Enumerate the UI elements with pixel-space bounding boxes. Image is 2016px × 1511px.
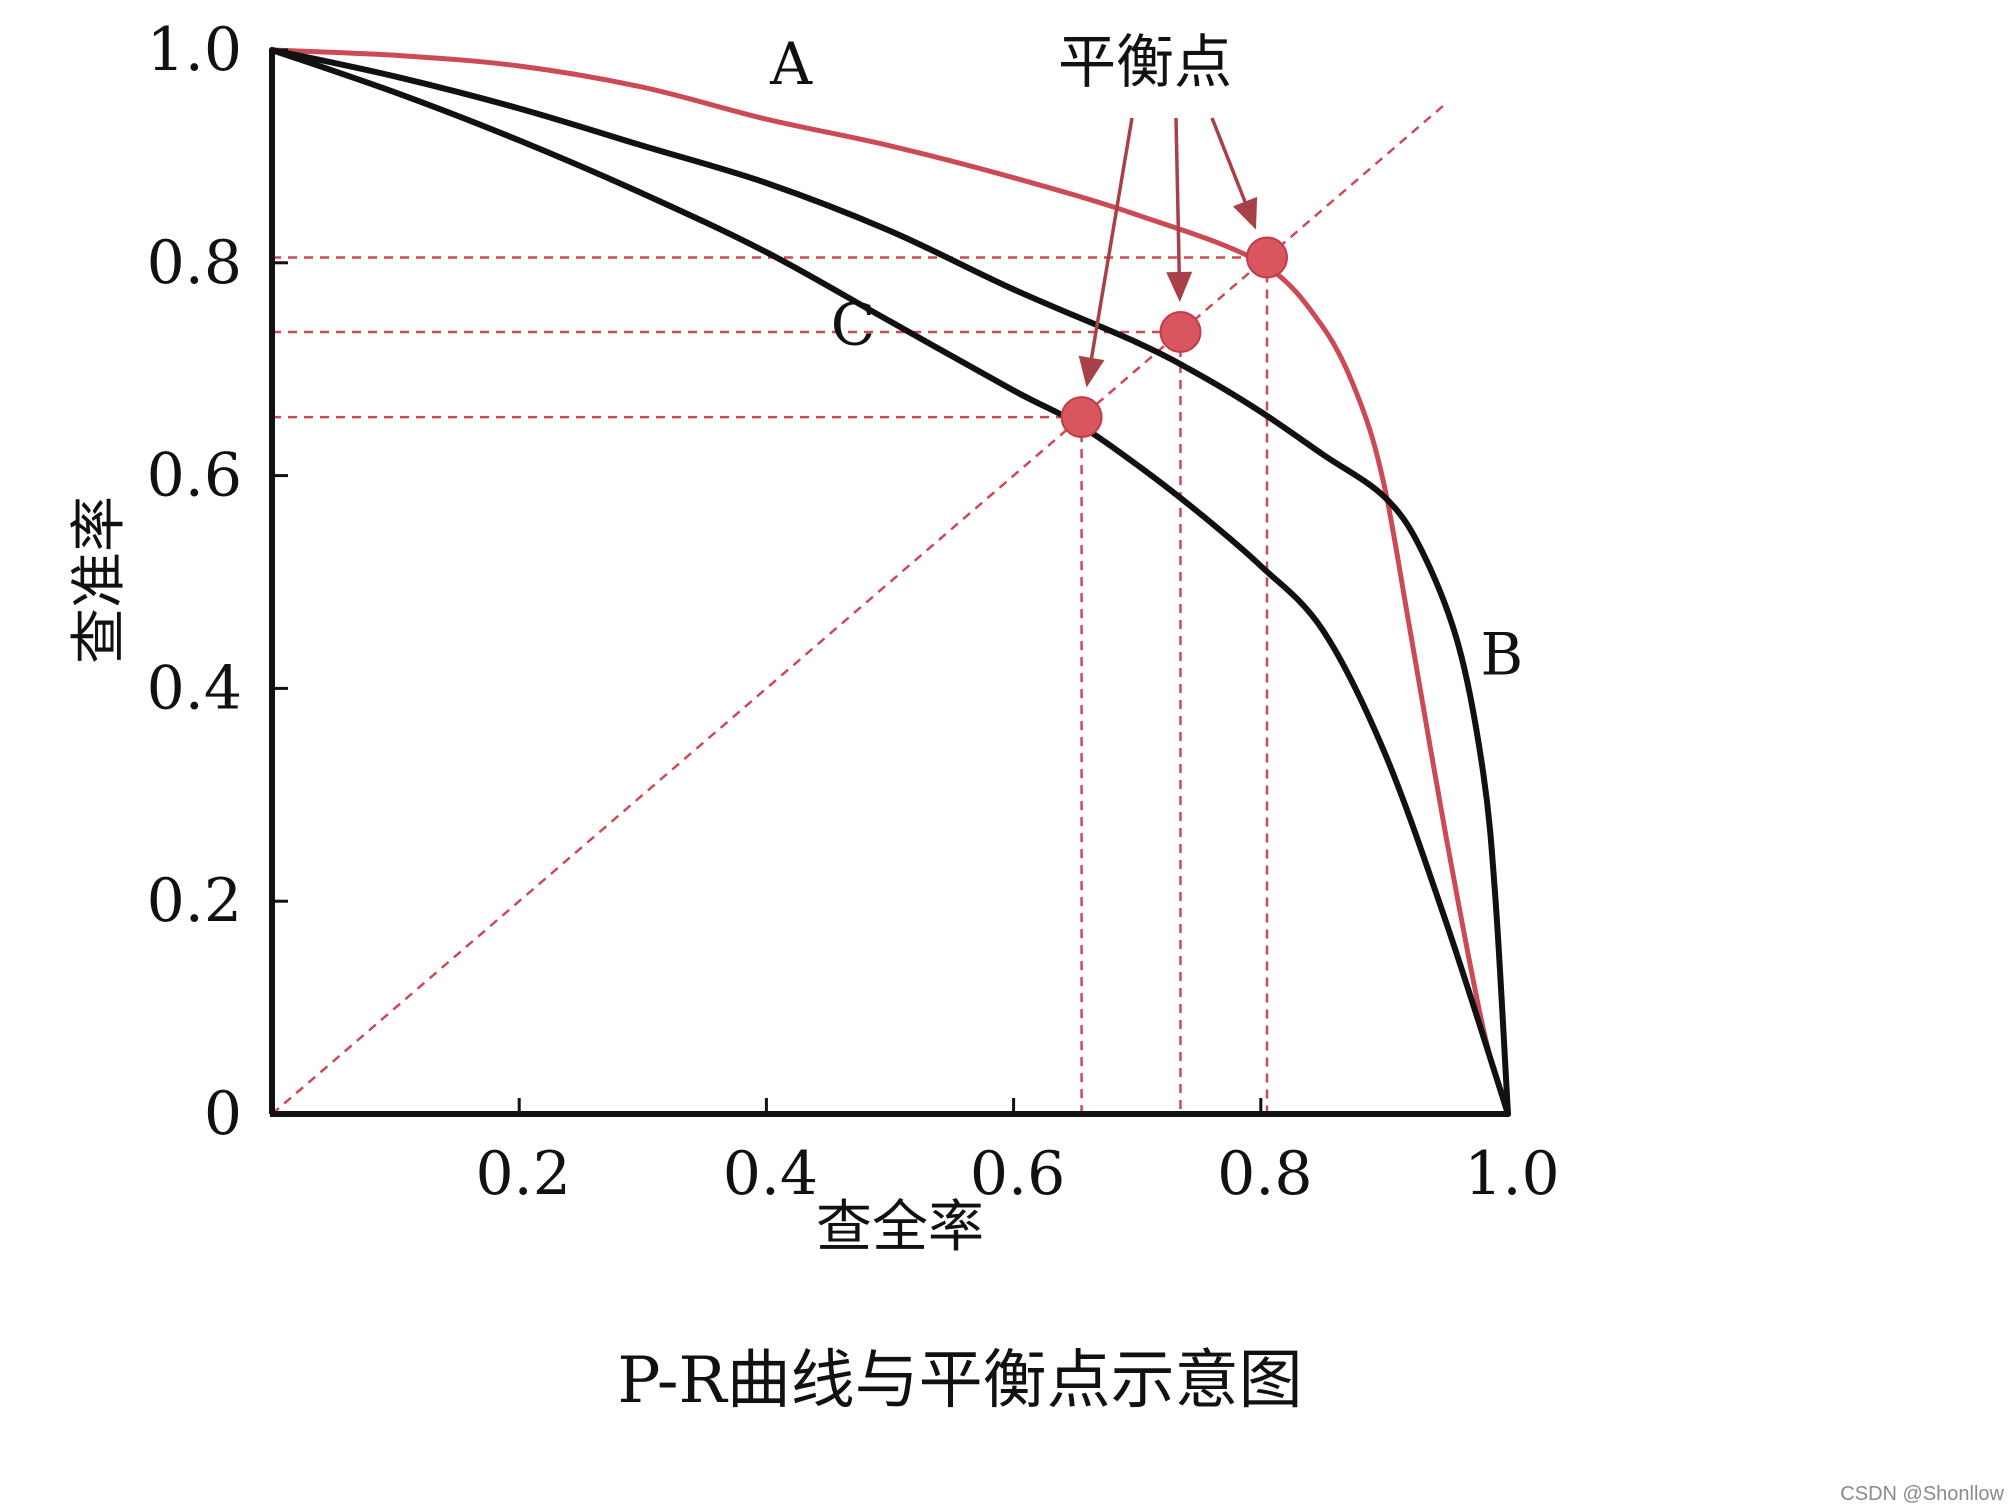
y-axis-title: 查准率 [67, 496, 132, 664]
figure-title: P-R曲线与平衡点示意图 [617, 1344, 1302, 1418]
arrow-head-b [1166, 271, 1193, 302]
labels-layer: 查全率 查准率 平衡点 P-R曲线与平衡点示意图 CSDN @Shonllow … [67, 28, 2005, 1505]
x-tick-label: 0.6 [970, 1139, 1065, 1209]
curve-a [269, 47, 1511, 1117]
arrow-head-c [1078, 355, 1105, 388]
y-tick-label: 0.2 [147, 866, 242, 936]
watermark: CSDN @Shonllow [1840, 1483, 2004, 1505]
axes-layer [269, 50, 1508, 1117]
x-tick-label: 0.8 [1217, 1139, 1312, 1209]
arrow-head-a [1232, 196, 1258, 230]
break-even-annotation-label: 平衡点 [1058, 28, 1232, 96]
y-tick-label: 0 [204, 1079, 242, 1149]
x-tick-label: 0.2 [475, 1139, 570, 1209]
arrow-line-b [1174, 117, 1182, 295]
y-tick-label: 0.6 [147, 441, 242, 511]
x-tick-label: 0.4 [723, 1139, 818, 1209]
curve-label-a: A [769, 30, 813, 98]
break-even-point-b [1159, 310, 1202, 353]
y-tick-label: 1.0 [147, 15, 242, 85]
curve-label-c: C [831, 291, 875, 359]
reference-diagonal-line [271, 102, 1448, 1115]
curve-b [269, 47, 1511, 1117]
y-tick-label: 0.4 [147, 653, 242, 723]
arrows-layer [1078, 117, 1258, 388]
break-even-point-a [1245, 236, 1288, 279]
y-tick-label: 0.8 [147, 228, 242, 298]
arrow-line-c [1086, 117, 1134, 380]
x-tick-label: 1.0 [1464, 1139, 1559, 1209]
curve-label-b: B [1481, 620, 1524, 688]
guide-lines-layer [271, 102, 1448, 1115]
ticks-layer: 0.2 0.4 0.6 0.8 1.0 0 0.2 0.4 0.6 0.8 1.0 [147, 15, 1560, 1209]
break-even-point-c [1060, 396, 1103, 439]
break-even-points-layer [1060, 236, 1288, 439]
x-axis-title: 查全率 [816, 1195, 984, 1260]
